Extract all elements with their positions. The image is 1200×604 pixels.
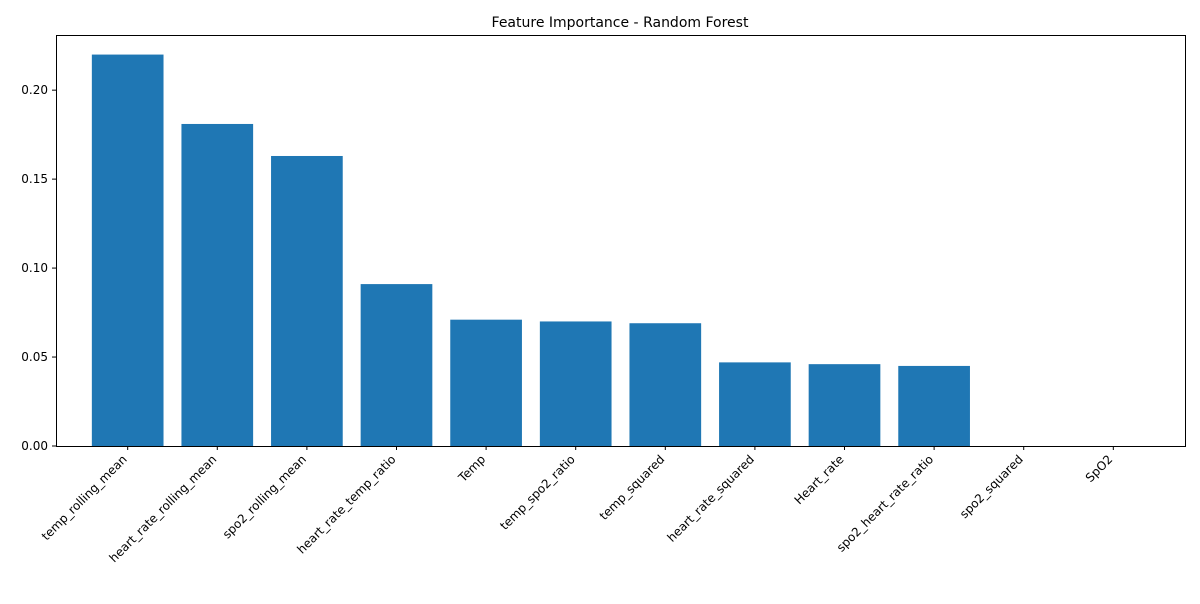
y-tick-label: 0.05 (21, 350, 48, 364)
bar-heart_rate_squared (719, 362, 791, 446)
plot-frame (56, 35, 1186, 447)
bar-Temp (450, 319, 522, 446)
y-axis: 0.00 0.05 0.10 0.15 0.20 (21, 83, 56, 453)
x-tick-label: spo2_squared (957, 452, 1026, 521)
x-tick-label: Heart_rate (792, 452, 847, 507)
bar-temp_squared (629, 323, 702, 446)
bar-temp_spo2_ratio (539, 321, 612, 446)
y-tick-label: 0.10 (21, 261, 48, 275)
x-axis: temp_rolling_meanheart_rate_rolling_mean… (39, 446, 1116, 565)
x-tick-label: spo2_heart_rate_ratio (834, 452, 936, 554)
chart-title: Feature Importance - Random Forest (492, 15, 749, 31)
y-tick-label: 0.00 (21, 439, 48, 453)
x-tick-label: Temp (455, 452, 488, 485)
x-tick-label: temp_spo2_ratio (497, 452, 578, 533)
bar-spo2_rolling_mean (271, 155, 343, 447)
bar-heart_rate_temp_ratio (360, 284, 433, 446)
bars-group (91, 54, 970, 447)
bar-temp_rolling_mean (91, 54, 164, 446)
x-tick-label: heart_rate_squared (664, 452, 757, 545)
x-tick-label: heart_rate_temp_ratio (294, 452, 398, 556)
x-tick-label: temp_squared (597, 452, 668, 523)
x-tick-label: SpO2 (1083, 452, 1116, 485)
y-tick-label: 0.20 (21, 83, 48, 97)
bar-heart_rate_rolling_mean (181, 123, 254, 447)
bar-spo2_heart_rate_ratio (898, 365, 970, 446)
x-tick-label: temp_rolling_mean (39, 452, 130, 543)
x-tick-label: heart_rate_rolling_mean (107, 452, 220, 565)
y-tick-label: 0.15 (21, 172, 48, 186)
bar-Heart_rate (808, 364, 881, 446)
x-tick-label: spo2_rolling_mean (220, 452, 309, 541)
